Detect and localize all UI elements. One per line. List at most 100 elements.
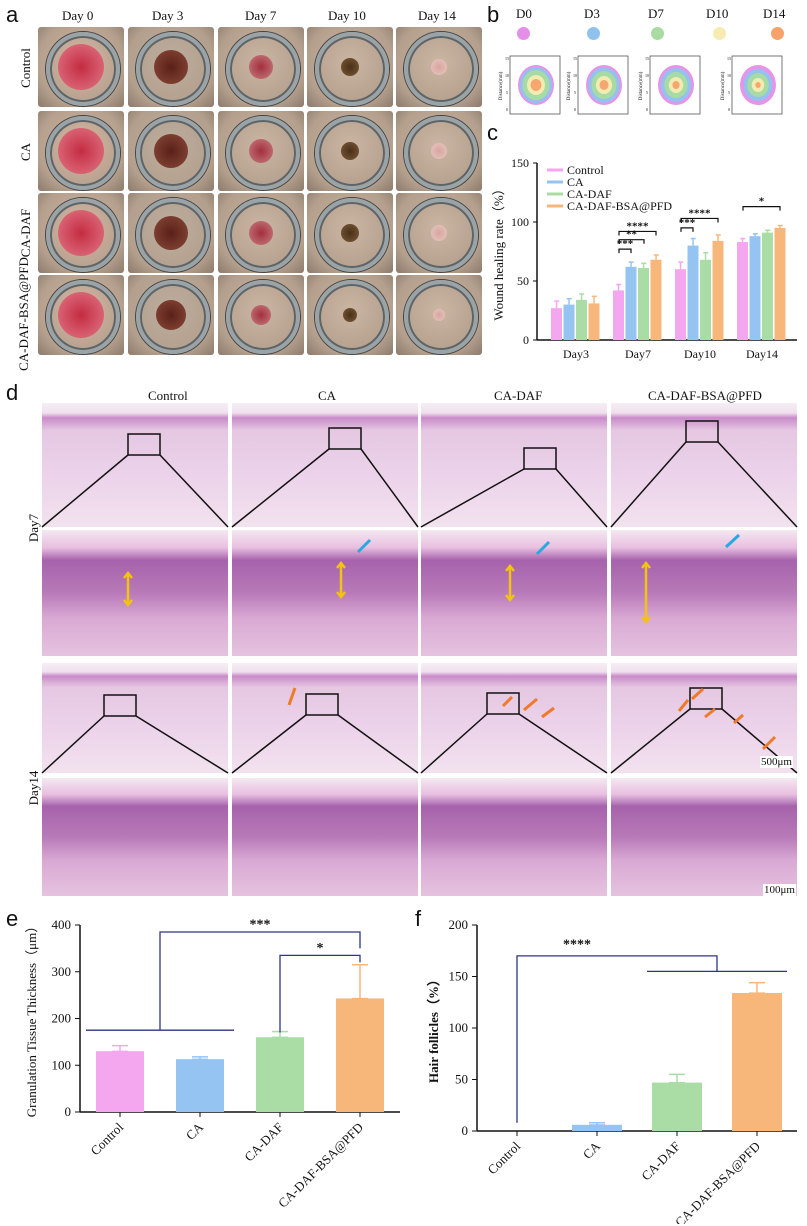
wound-ring bbox=[315, 198, 389, 272]
histo-col-ca: CA bbox=[318, 388, 337, 403]
wound-photo-r3-c2 bbox=[218, 275, 304, 355]
row-label-day14: Day14 bbox=[26, 770, 41, 806]
e-ytick-label: 200 bbox=[52, 1011, 72, 1026]
trace-tick: 0 bbox=[574, 107, 576, 112]
e-ylabel: Granulation Tissue Thickness（μm） bbox=[24, 920, 39, 1117]
f-bar-1 bbox=[572, 1124, 622, 1131]
wound-area bbox=[249, 55, 273, 79]
wound-photo-r1-c3 bbox=[307, 111, 393, 191]
c-bar-Day7-0 bbox=[613, 290, 624, 340]
histo-r1-c2 bbox=[421, 530, 607, 656]
wound-photo-r0-c2 bbox=[218, 27, 304, 107]
c-xtick-Day10: Day10 bbox=[684, 347, 716, 361]
chart-granulation-thickness: 0 100 200 300 400 Granulation Tissue Thicknes… bbox=[24, 917, 400, 1211]
wound-ring bbox=[226, 116, 300, 190]
c-sig-d7-c bbox=[618, 248, 632, 254]
histo-r1-c0 bbox=[42, 530, 228, 656]
wound-photo-r1-c2 bbox=[218, 111, 304, 191]
trace-tick: 5 bbox=[728, 90, 730, 95]
wound-area bbox=[249, 139, 273, 163]
histo-r0-c3 bbox=[611, 403, 797, 527]
f-xtick-label-0: Control bbox=[484, 1138, 523, 1177]
c-sig-d7-a bbox=[618, 230, 657, 236]
wound-area bbox=[431, 59, 447, 75]
histo-r3-c2 bbox=[421, 778, 607, 896]
f-ytick-label: 50 bbox=[455, 1072, 468, 1087]
trace-D14 bbox=[530, 79, 542, 91]
c-bar-Day10-1 bbox=[687, 245, 699, 340]
wound-photo-r2-c1 bbox=[128, 193, 214, 273]
trace-plot-3: 15 10 5 0 Distance(mm) bbox=[721, 55, 783, 115]
e-bar-3 bbox=[336, 998, 384, 1112]
c-bar-Day10-3 bbox=[712, 240, 724, 340]
wound-ring bbox=[136, 32, 210, 106]
wound-area bbox=[58, 210, 104, 256]
wound-ring bbox=[226, 198, 300, 272]
wound-area bbox=[343, 308, 357, 322]
histo-r3-c0 bbox=[42, 778, 228, 896]
c-bar-Day3-1 bbox=[563, 304, 575, 340]
trace-tick: 10 bbox=[505, 73, 509, 78]
trace-tick: 5 bbox=[574, 90, 576, 95]
histo-r3-c1 bbox=[232, 778, 418, 896]
f-ytick-label: 0 bbox=[462, 1123, 469, 1138]
c-ytick-label: 100 bbox=[511, 215, 529, 229]
wound-ring bbox=[46, 116, 120, 190]
legend-dot-d3 bbox=[587, 27, 600, 40]
wound-photo-r0-c1 bbox=[128, 27, 214, 107]
histo-r2-c2 bbox=[421, 663, 607, 773]
c-bar-Day3-0 bbox=[551, 308, 562, 340]
day-label-3: Day 3 bbox=[152, 8, 184, 23]
histo-r2-c0 bbox=[42, 663, 228, 773]
wound-area bbox=[154, 216, 188, 250]
c-sig-d10-a-label: *** bbox=[679, 217, 696, 229]
e-xtick-label-1: CA bbox=[183, 1119, 207, 1143]
wound-photo-r2-c3 bbox=[307, 193, 393, 273]
wound-area bbox=[58, 44, 104, 90]
e-bar-0 bbox=[96, 1051, 144, 1112]
c-bar-Day7-1 bbox=[625, 266, 637, 340]
histo-r2-c1 bbox=[232, 663, 418, 773]
wound-area bbox=[58, 292, 104, 338]
panel-label-d: d bbox=[6, 380, 19, 405]
day-label-7: Day 7 bbox=[245, 8, 277, 23]
histo-r1-c3 bbox=[611, 530, 797, 656]
trace-tick: 0 bbox=[646, 107, 648, 112]
row-label-day7: Day7 bbox=[26, 513, 41, 543]
c-bar-Day3-3 bbox=[588, 303, 600, 340]
trace-tick: 10 bbox=[727, 73, 731, 78]
c-ylabel: Wound healing rate（%） bbox=[491, 182, 506, 320]
c-xtick-Day14: Day14 bbox=[746, 347, 778, 361]
wound-ring bbox=[315, 32, 389, 106]
trace-axis-label: Distance(mm) bbox=[639, 71, 644, 100]
c-legend-3: CA-DAF-BSA@PFD bbox=[567, 199, 672, 213]
c-bar-Day10-2 bbox=[700, 259, 711, 340]
day-label-10: Day 10 bbox=[328, 8, 366, 23]
wound-photo-r0-c4 bbox=[396, 27, 482, 107]
wound-photo-r1-c0 bbox=[38, 111, 124, 191]
wound-ring bbox=[404, 32, 478, 106]
c-bar-Day14-3 bbox=[774, 227, 786, 340]
wound-area bbox=[58, 128, 104, 174]
trace-D14 bbox=[599, 80, 609, 90]
trace-axis-label: Distance(mm) bbox=[499, 71, 504, 100]
wound-area bbox=[251, 305, 271, 325]
wound-area bbox=[156, 300, 186, 330]
c-ytick-label: 150 bbox=[511, 156, 529, 170]
wound-ring bbox=[404, 198, 478, 272]
histo-r1-c1 bbox=[232, 530, 418, 656]
group-label-ca-daf-bsa: CA-DAF-BSA@PFD bbox=[16, 257, 31, 371]
trace-D14 bbox=[755, 82, 761, 88]
f-xtick-label-3: CA-DAF-BSA@PFD bbox=[672, 1139, 763, 1224]
c-sig-d7-c-label: *** bbox=[617, 238, 634, 250]
legend-dot-d10 bbox=[713, 27, 726, 40]
trace-tick: 0 bbox=[728, 107, 730, 112]
e-bar-2 bbox=[256, 1037, 304, 1112]
f-ylabel: Hair follicles（%） bbox=[426, 973, 441, 1083]
group-label-control: Control bbox=[18, 48, 33, 88]
c-sig-d14-label: * bbox=[759, 196, 765, 208]
c-bar-Day14-2 bbox=[762, 232, 773, 340]
wound-ring bbox=[404, 280, 478, 354]
histo-r0-c0 bbox=[42, 403, 228, 527]
c-xtick-Day3: Day3 bbox=[563, 347, 589, 361]
